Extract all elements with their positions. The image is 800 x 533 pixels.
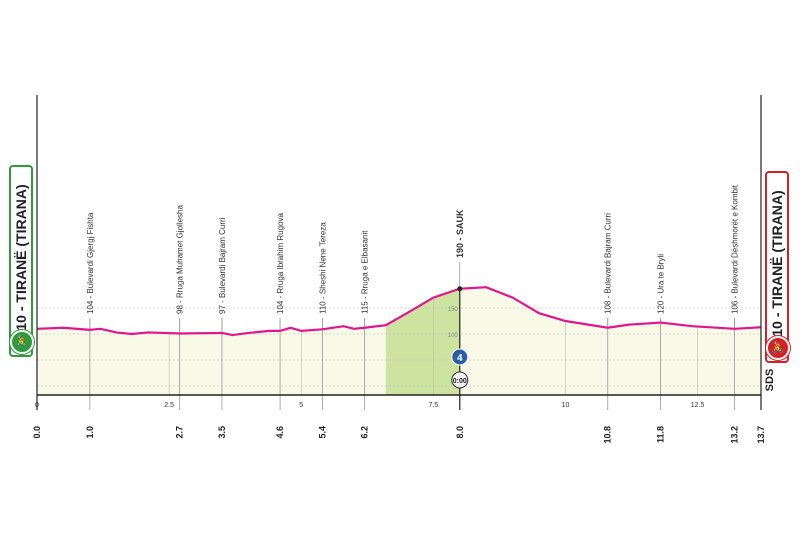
waypoint-km-label: 8.0 bbox=[455, 426, 465, 439]
waypoint-label: 120 - Ura te Bryli bbox=[657, 254, 666, 314]
waypoint-km-label: 6.2 bbox=[360, 426, 370, 439]
finish-cyclist-icon: 🚴 bbox=[766, 336, 790, 360]
kom-category: 4 bbox=[457, 353, 463, 364]
profile-line bbox=[36, 286, 762, 337]
stopwatch-icon bbox=[451, 371, 469, 389]
waypoint-label: 97 - Bulevardi Bajram Curri bbox=[218, 217, 227, 314]
waypoint-label: 115 - Rruga e Elbasanit bbox=[361, 230, 370, 314]
waypoint-km-label: 2.7 bbox=[175, 426, 185, 439]
kom-triangle-icon bbox=[451, 348, 469, 366]
summit-dot bbox=[457, 286, 463, 292]
y-tick-label: 100 bbox=[448, 333, 459, 339]
finish-city-label: 110 - TIRANË (TIRANA) bbox=[769, 190, 785, 344]
x-tick-label: 12.5 bbox=[691, 402, 705, 409]
waypoint-label: 98 - Rruga Muhamet Gjollesha bbox=[176, 205, 185, 314]
finish-city-box: 110 - TIRANË (TIRANA) bbox=[765, 171, 789, 363]
waypoint-km-label: 13.2 bbox=[730, 426, 740, 444]
waypoint-km-label: 10.8 bbox=[603, 426, 613, 444]
waypoint-km-label: 3.5 bbox=[217, 426, 227, 439]
waypoint-label: 190 - SAUK bbox=[455, 209, 465, 258]
y-tick-label: 150 bbox=[448, 307, 459, 313]
x-tick-label: 7.5 bbox=[428, 402, 438, 409]
x-tick-label: 10 bbox=[562, 402, 570, 409]
finish-km-label: 13.7 bbox=[756, 426, 766, 444]
waypoint-label: 106 - Bulevardi Dëshmorët e Kombit bbox=[731, 184, 740, 314]
waypoint-label: 104 - Rruga Ibrahim Rugova bbox=[276, 213, 285, 314]
waypoint-km-label: 5.4 bbox=[317, 426, 327, 439]
waypoint-label: 110 - Sheshi Nene Tereza bbox=[318, 222, 327, 314]
x-tick-label: 2.5 bbox=[164, 402, 174, 409]
waypoint-km-label: 11.8 bbox=[656, 426, 666, 443]
intermediate-time: 0:00 bbox=[453, 378, 467, 385]
x-tick-label: 5 bbox=[299, 402, 303, 409]
waypoint-km-label: 4.6 bbox=[275, 426, 285, 439]
sds-logo: SDS bbox=[764, 368, 776, 392]
waypoint-km-label: 1.0 bbox=[85, 426, 95, 439]
start-city-label: 110 - TIRANË (TIRANA) bbox=[13, 184, 29, 338]
start-cyclist-icon: 🚴 bbox=[10, 330, 34, 354]
waypoint-label: 104 - Bulevardi Gjergj Fishta bbox=[86, 212, 95, 314]
start-city-box: 110 - TIRANË (TIRANA) bbox=[9, 165, 33, 357]
start-km-label: 0.0 bbox=[32, 426, 42, 439]
waypoint-label: 108 - Bulevardi Bajram Curri bbox=[604, 213, 613, 314]
